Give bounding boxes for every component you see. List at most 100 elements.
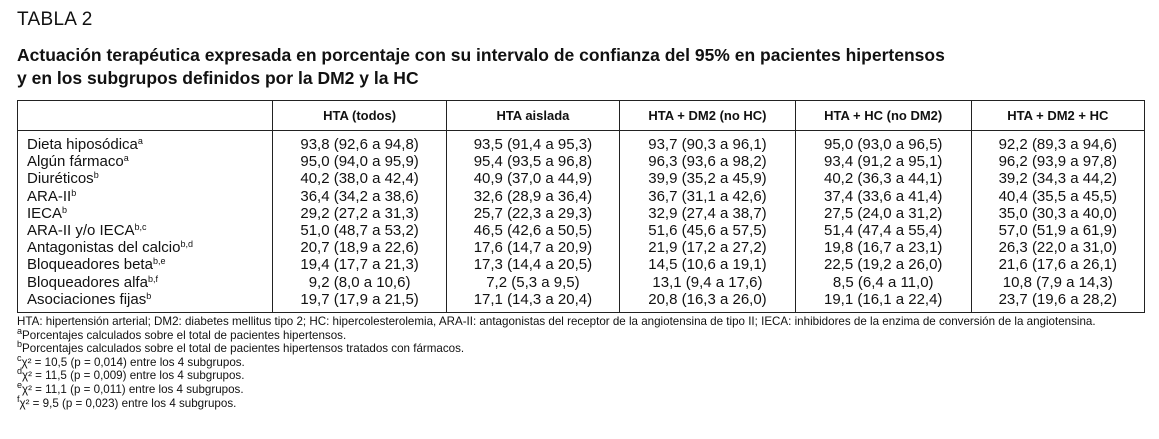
footnote-mark: f	[17, 393, 20, 404]
table-cell: 22,5 (19,2 a 26,0)	[794, 256, 972, 274]
table-cell: 7,2 (5,3 a 9,5)	[445, 273, 621, 291]
row-label: Algún fármacoa	[16, 153, 274, 171]
table-cell: 40,9 (37,0 a 44,9)	[445, 170, 621, 188]
table-cell: 26,3 (22,0 a 31,0)	[970, 239, 1146, 257]
table-cell: 19,8 (16,7 a 23,1)	[794, 239, 972, 257]
row-label-text: Asociaciones fijas	[27, 290, 147, 308]
table-cell: 37,4 (33,6 a 41,4)	[794, 187, 972, 205]
table-cell: 23,7 (19,6 a 28,2)	[970, 290, 1146, 313]
table-cell: 17,1 (14,3 a 20,4)	[445, 290, 621, 313]
table-cell: 57,0 (51,9 a 61,9)	[970, 221, 1146, 240]
table-cell: 40,2 (36,3 a 44,1)	[794, 170, 972, 188]
row-label-text: Diuréticos	[27, 170, 94, 188]
row-label-superscript: a	[137, 136, 143, 147]
table-cell: 95,0 (94,0 a 95,9)	[272, 153, 447, 171]
table-body: Dieta hiposódicaa 93,8 (92,6 a 94,8) 93,5 …	[16, 130, 1146, 313]
footnote: cχ² = 10,5 (p = 0,014) entre los 4 subgr…	[17, 353, 1096, 370]
row-label: Antagonistas del calciob,d	[16, 239, 274, 257]
row-label-text: Antagonistas del calcio	[27, 239, 181, 257]
row-label-text: IECA	[27, 204, 63, 222]
table-cell: 39,2 (34,3 a 44,2)	[970, 170, 1146, 188]
footnote-text: χ² = 9,5 (p = 0,023) entre los 4 subgrup…	[19, 396, 237, 410]
row-label-superscript: b	[146, 290, 152, 301]
row-label-text: ARA-II	[27, 187, 72, 205]
row-label: ARA-II y/o IECAb,c	[16, 221, 274, 240]
footnote: fχ² = 9,5 (p = 0,023) entre los 4 subgru…	[17, 393, 1096, 411]
table-cell: 93,7 (90,3 a 96,1)	[619, 130, 796, 154]
footnote-mark: e	[17, 379, 23, 390]
row-label-text: Bloqueadores alfa	[27, 273, 148, 291]
row-label-text: Bloqueadores beta	[27, 256, 153, 274]
table-cell: 20,8 (16,3 a 26,0)	[619, 290, 796, 313]
table-cell: 92,2 (89,3 a 94,6)	[970, 130, 1146, 154]
table-cell: 19,7 (17,9 a 21,5)	[272, 290, 447, 313]
table-cell: 32,9 (27,4 a 38,7)	[619, 204, 796, 222]
row-label-superscript: b	[93, 170, 99, 181]
table-row: Algún fármacoa 95,0 (94,0 a 95,9) 95,4 (93…	[16, 153, 1146, 171]
table-cell: 96,2 (93,9 a 97,8)	[970, 153, 1146, 171]
table-cell: 96,3 (93,6 a 98,2)	[619, 153, 796, 171]
table-row: Asociaciones fijasb 19,7 (17,9 a 21,5) 17,…	[16, 290, 1146, 313]
footnote: aPorcentajes calculados sobre el total d…	[17, 326, 1096, 343]
table-cell: 51,6 (45,6 a 57,5)	[619, 221, 796, 240]
footnote-text: χ² = 10,5 (p = 0,014) entre los 4 subgru…	[21, 355, 245, 369]
footnote-text: χ² = 11,5 (p = 0,009) entre los 4 subgru…	[22, 369, 245, 383]
table-cell: 20,7 (18,9 a 22,6)	[272, 239, 447, 257]
title-line: Actuación terapéutica expresada en porce…	[17, 45, 945, 65]
table-cell: 51,0 (48,7 a 53,2)	[272, 221, 447, 240]
title-line: y en los subgrupos definidos por la DM2 …	[17, 68, 419, 88]
column-header: HTA + DM2 (no HC)	[619, 100, 796, 131]
table-label: TABLA 2	[17, 9, 93, 30]
table-cell: 21,6 (17,6 a 26,1)	[970, 256, 1146, 274]
footnote: bPorcentajes calculados sobre el total d…	[17, 339, 1096, 356]
table-cell: 21,9 (17,2 a 27,2)	[619, 239, 796, 257]
row-label-superscript: b	[62, 204, 68, 215]
table-cell: 17,6 (14,7 a 20,9)	[445, 239, 621, 257]
table-cell: 19,1 (16,1 a 22,4)	[794, 290, 972, 313]
column-header: HTA + DM2 + HC	[970, 100, 1146, 131]
column-header: HTA + HC (no DM2)	[794, 100, 972, 131]
header-row: HTA (todos) HTA aislada HTA + DM2 (no HC) H…	[16, 100, 1146, 131]
table-cell: 93,5 (91,4 a 95,3)	[445, 130, 621, 154]
table-row: Bloqueadores betab,e 19,4 (17,7 a 21,3) 17…	[16, 256, 1146, 274]
table-cell: 9,2 (8,0 a 10,6)	[272, 273, 447, 291]
table-cell: 25,7 (22,3 a 29,3)	[445, 204, 621, 222]
table-cell: 27,5 (24,0 a 31,2)	[794, 204, 972, 222]
table-cell: 51,4 (47,4 a 55,4)	[794, 221, 972, 240]
row-label-superscript: b,c	[134, 222, 147, 233]
table-cell: 14,5 (10,6 a 19,1)	[619, 256, 796, 274]
row-label: ARA-IIb	[16, 187, 274, 205]
column-header: HTA (todos)	[272, 100, 447, 131]
row-label-text: ARA-II y/o IECA	[27, 222, 135, 240]
table-cell: 95,4 (93,5 a 96,8)	[445, 153, 621, 171]
row-label-superscript: a	[123, 153, 129, 164]
table-row: ARA-IIb 36,4 (34,2 a 38,6) 32,6 (28,9 a 36…	[16, 187, 1146, 205]
footnote-mark: d	[17, 366, 23, 377]
table-row: Dieta hiposódicaa 93,8 (92,6 a 94,8) 93,5 …	[16, 130, 1146, 154]
table-cell: 13,1 (9,4 a 17,6)	[619, 273, 796, 291]
footnote-text: HTA: hipertensión arterial; DM2: diabete…	[17, 315, 1096, 328]
row-label: Diuréticosb	[16, 170, 274, 188]
row-label: Dieta hiposódicaa	[16, 130, 274, 154]
table-cell: 46,5 (42,6 a 50,5)	[445, 221, 621, 240]
table-row: Antagonistas del calciob,d 20,7 (18,9 a 2…	[16, 239, 1146, 257]
row-label-superscript: b	[71, 187, 77, 198]
table-cell: 36,4 (34,2 a 38,6)	[272, 187, 447, 205]
table-cell: 36,7 (31,1 a 42,6)	[619, 187, 796, 205]
footnote-text: Porcentajes calculados sobre el total de…	[22, 342, 465, 356]
row-label: Bloqueadores alfab,f	[16, 273, 274, 291]
footnote: dχ² = 11,5 (p = 0,009) entre los 4 subgr…	[17, 366, 1096, 383]
footnote: HTA: hipertensión arterial; DM2: diabete…	[17, 315, 1096, 329]
table-cell: 19,4 (17,7 a 21,3)	[272, 256, 447, 274]
row-label: Asociaciones fijasb	[16, 290, 274, 313]
table-cell: 39,9 (35,2 a 45,9)	[619, 170, 796, 188]
table-cell: 29,2 (27,2 a 31,3)	[272, 204, 447, 222]
footnote-text: χ² = 11,1 (p = 0,011) entre los 4 subgru…	[22, 382, 244, 396]
footnote-mark: b	[17, 339, 23, 350]
table-cell: 8,5 (6,4 a 11,0)	[794, 273, 972, 291]
row-label-superscript: b,d	[180, 239, 193, 250]
table-cell: 93,4 (91,2 a 95,1)	[794, 153, 972, 171]
row-label-text: Algún fármaco	[27, 153, 124, 171]
table-title: Actuación terapéutica expresada en porce…	[17, 44, 945, 90]
column-header: HTA aislada	[445, 100, 621, 131]
